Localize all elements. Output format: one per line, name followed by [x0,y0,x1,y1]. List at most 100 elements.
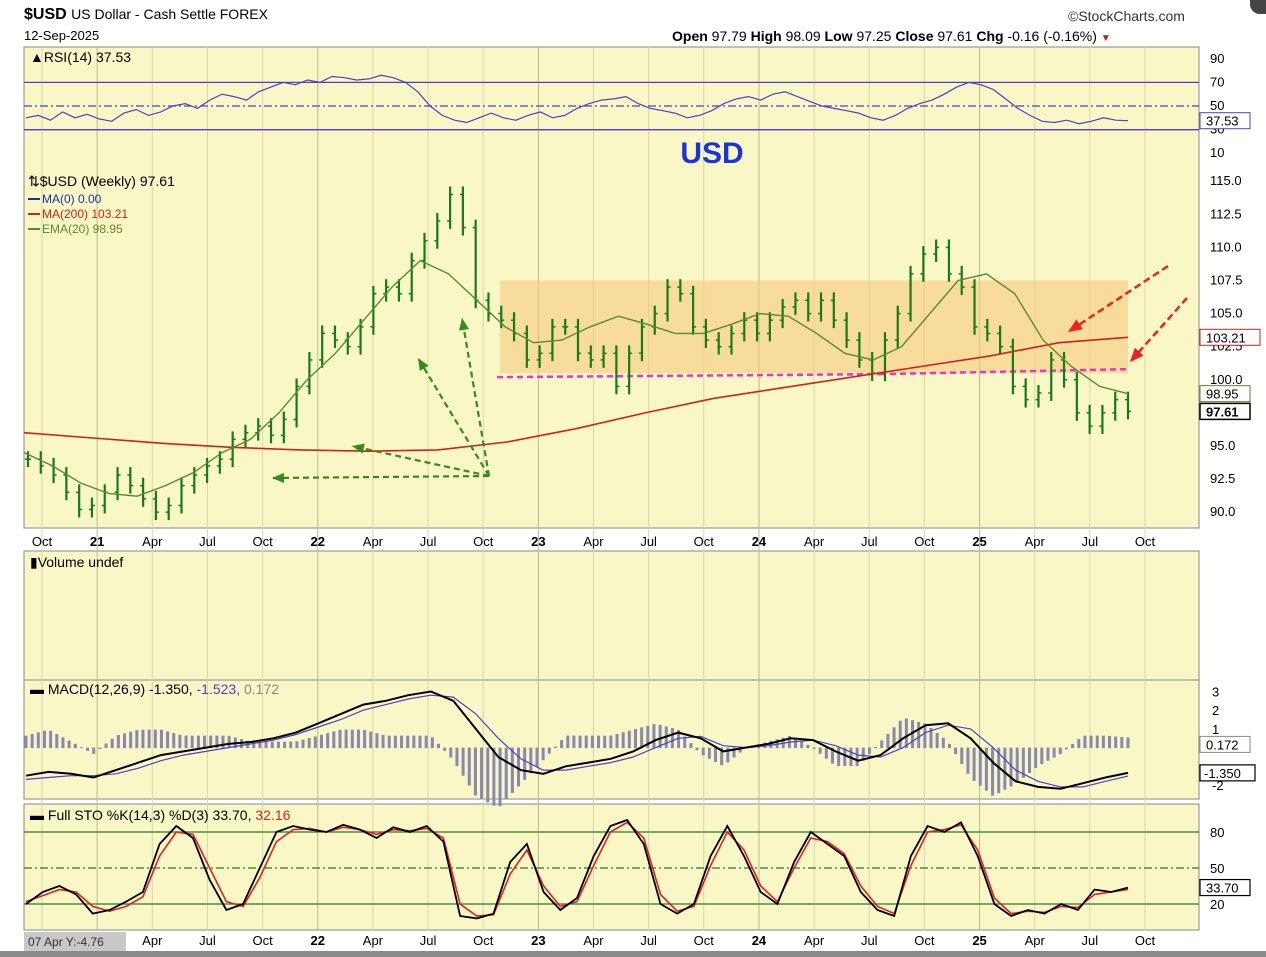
high-value: 98.09 [785,28,821,44]
sto-x-tick-label: 24 [752,933,767,948]
macd-histogram-bar [1058,747,1062,755]
chg-value: -0.16 (-0.16%) [1007,28,1097,44]
macd-histogram-bar [535,747,539,767]
macd-histogram-bar [966,747,970,774]
macd-histogram-bar [960,747,964,765]
macd-histogram-bar [1108,735,1112,749]
macd-histogram-bar [1077,739,1081,749]
sto-title: ▬ Full STO %K(14,3) %D(3) 33.70, 32.16 [30,807,291,823]
ema20-line [23,259,1129,497]
price-tick-label: 100.0 [1210,372,1243,387]
macd-histogram-bar [1009,747,1013,787]
macd-histogram-bar [984,747,988,791]
histogram-value-label: 0.172 [1206,737,1239,752]
ema20-value-label: 98.95 [1206,387,1239,402]
rsi-tick-label: 70 [1210,74,1224,89]
macd-histogram-bar [400,735,404,749]
price-bar [370,285,377,335]
macd-histogram-bar [1046,747,1050,761]
macd-histogram-bar [935,732,939,749]
price-x-tick-label: Oct [32,534,53,549]
rsi-line [25,74,1129,125]
price-bar [1009,338,1016,395]
close-value-label: 97.61 [1206,404,1239,419]
macd-histogram-bar [726,747,730,763]
macd-histogram-bar [104,743,108,749]
macd-histogram-bar [547,747,551,754]
rsi-panel-bg [23,46,1200,131]
price-title: ⇅$USD (Weekly) 97.61 [28,173,175,189]
macd-histogram-bar [61,737,65,749]
macd-histogram-bar [123,733,127,749]
macd-title-main: ▬ MACD(12,26,9) -1.350, [30,681,197,697]
price-bar [127,467,134,494]
macd-histogram-bar [1083,735,1087,749]
macd-histogram-bar [627,730,631,749]
macd-histogram-bar [794,738,798,749]
macd-histogram-bar [424,735,428,749]
macd-histogram-bar [1040,747,1044,765]
macd-histogram-bar [276,741,280,749]
macd-histogram-bar [529,747,533,774]
macd-histogram-bar [818,747,822,754]
macd-histogram-bar [824,747,828,759]
macd-histogram-bar [166,731,170,749]
price-bar [638,318,645,362]
macd-histogram-bar [855,747,859,767]
macd-histogram-bar [1114,736,1118,749]
sto-x-tick-label: 25 [972,933,986,948]
histogram-value-box [1199,735,1251,753]
ma200-line [23,336,1129,453]
macd-histogram-bar [510,747,514,793]
price-bar [165,497,172,521]
chart-header: $USD US Dollar - Cash Settle FOREX [24,6,268,24]
macd-histogram-bar [313,736,317,749]
macd-histogram-bar [670,728,674,749]
price-bar [434,213,441,249]
macd-histogram-bar [338,729,342,749]
footer-label: 07 Apr Y:-4.76 [28,935,104,949]
macd-histogram-bar [603,735,607,749]
price-tick-label: 92.5 [1210,471,1235,486]
price-bar [984,318,991,342]
bottom-strip [0,951,1266,957]
macd-histogram-bar [695,747,699,751]
price-x-tick-label: Oct [1135,534,1156,549]
green-dashed-arrow [417,357,490,477]
macd-histogram-bar [67,740,71,749]
usd-annotation: USD [680,137,743,170]
macd-histogram-bar [886,733,890,749]
macd-histogram-bar [393,735,397,749]
price-bar [779,299,786,329]
price-x-tick-label: Apr [804,534,825,549]
support-dashed-line [496,372,881,379]
price-bar [933,239,940,262]
price-bar [293,378,300,428]
macd-histogram-bar [972,747,976,781]
red-dashed-arrow [1067,264,1169,334]
macd-histogram-bar [1015,747,1019,783]
macd-histogram-bar [917,721,921,749]
corner-button[interactable] [1250,0,1266,14]
sto-x-tick-label: 22 [311,933,325,948]
chg-label: Chg [976,28,1004,44]
macd-histogram-bar [326,733,330,749]
macd-histogram-bar [86,747,90,751]
macd-histogram-bar [584,735,588,749]
price-bar [843,312,850,348]
macd-histogram-bar [929,727,933,749]
macd-histogram-bar [221,735,225,749]
macd-histogram-bar [498,747,502,807]
macd-histogram-bar [640,727,644,749]
price-tick-label: 95.0 [1210,438,1235,453]
sto-x-tick-label: Apr [142,933,163,948]
macd-histogram-bar [911,720,915,749]
price-x-tick-label: Apr [363,534,384,549]
close-value-box [1199,402,1251,421]
macd-histogram-bar [289,741,293,749]
price-x-tick-label: Oct [694,534,715,549]
sto-value-label: 33.70 [1206,881,1239,896]
macd-histogram-bar [49,730,53,749]
macd-histogram-bar [732,747,736,758]
macd-histogram-bar [504,747,508,800]
